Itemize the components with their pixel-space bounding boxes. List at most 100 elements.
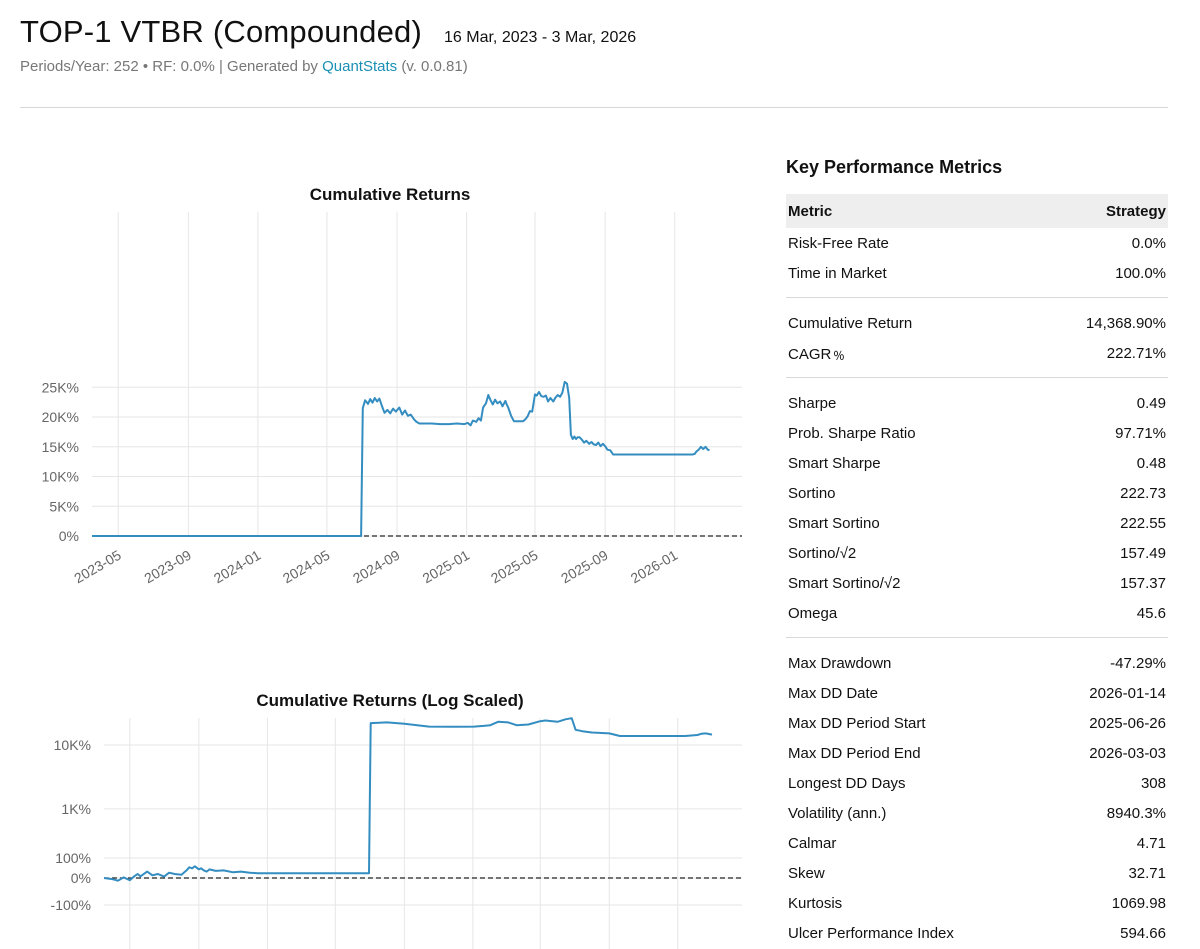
metric-label: CAGR﹪ — [788, 345, 847, 363]
metric-row: Omega 45.6 — [786, 598, 1168, 628]
metric-value: 32.71 — [1128, 864, 1166, 882]
y-tick-label: 10K% — [54, 737, 91, 753]
y-tick-label: -100% — [51, 897, 91, 913]
metric-value: 2026-03-03 — [1089, 744, 1166, 762]
divider-cell — [786, 628, 1168, 648]
y-tick-label: 0% — [59, 528, 79, 544]
subtitle-suffix: (v. 0.0.81) — [397, 58, 468, 75]
metric-label: Risk-Free Rate — [788, 234, 889, 252]
metric-label: Time in Market — [788, 264, 887, 282]
metric-label: Omega — [788, 604, 838, 622]
metric-row: Volatility (ann.) 8940.3% — [786, 798, 1168, 828]
metric-label: Max DD Period End — [788, 744, 921, 762]
x-tick-label: 2026-01 — [628, 547, 681, 587]
x-tick-label: 2025-01 — [420, 547, 473, 587]
metric-label: Sortino/√2 — [788, 544, 857, 562]
y-tick-label: 20K% — [42, 409, 79, 425]
metric-value: 157.37 — [1120, 574, 1166, 592]
divider-cell — [786, 288, 1168, 308]
metric-label: Ulcer Performance Index — [788, 924, 954, 942]
metric-label: Skew — [788, 864, 825, 882]
x-tick-label: 2025-09 — [558, 547, 611, 587]
y-tick-label: 25K% — [42, 379, 79, 395]
cumulative-returns-line — [92, 380, 710, 537]
metric-row: CAGR﹪ 222.71% — [786, 338, 1168, 368]
divider-line — [786, 637, 1168, 638]
metrics-body: Risk-Free Rate 0.0% Time in Market 100.0% Cu… — [786, 228, 1168, 948]
metric-value: 222.55 — [1120, 514, 1166, 532]
chart-title: Cumulative Returns (Log Scaled) — [256, 691, 523, 710]
metric-value: 222.73 — [1120, 484, 1166, 502]
metric-value: 0.48 — [1136, 454, 1166, 472]
y-tick-label: 1K% — [61, 801, 91, 817]
y-tick-label: 100% — [55, 850, 91, 866]
header-divider — [20, 107, 1168, 108]
metric-value: 308 — [1140, 774, 1166, 792]
y-tick-label: 15K% — [42, 439, 79, 455]
strategy-column-header: Strategy — [1041, 194, 1168, 228]
log-cumulative-returns-line — [103, 717, 713, 882]
metrics-title: Key Performance Metrics — [786, 157, 1003, 177]
divider-line — [786, 377, 1168, 378]
metric-label: Max Drawdown — [788, 654, 892, 672]
metric-label: Smart Sortino — [788, 514, 880, 532]
metric-value: 8940.3% — [1106, 804, 1166, 822]
metric-row: Time in Market 100.0% — [786, 258, 1168, 288]
metric-value: 1069.98 — [1111, 894, 1166, 912]
metrics-group-divider — [786, 628, 1168, 648]
log-cumulative-returns-svg: Cumulative Returns (Log Scaled) 10K% 1K% 10… — [51, 691, 742, 949]
metric-label: Cumulative Return — [788, 314, 913, 332]
metric-value: 14,368.90% — [1085, 314, 1166, 332]
divider-line — [786, 297, 1168, 298]
title-row: TOP-1 VTBR (Compounded) 16 Mar, 2023 - 3… — [20, 14, 1168, 50]
x-tick-label: 2024-09 — [350, 547, 403, 587]
metric-label: Sortino — [788, 484, 836, 502]
metric-label: Calmar — [788, 834, 837, 852]
key-metrics-panel: Key Performance Metrics Metric Strategy … — [786, 154, 1168, 948]
metric-row: Max DD Period End 2026-03-03 — [786, 738, 1168, 768]
metric-value: 45.6 — [1136, 604, 1166, 622]
metric-value: 0.0% — [1131, 234, 1166, 252]
cumulative-returns-chart: Cumulative Returns 2023-05 2023-09 2024-01 2… — [0, 178, 760, 648]
y-tick-label: 10K% — [42, 469, 79, 485]
metric-row: Prob. Sharpe Ratio 97.71% — [786, 418, 1168, 448]
report-title: TOP-1 VTBR (Compounded) — [20, 14, 423, 49]
metric-row: Max Drawdown -47.29% — [786, 648, 1168, 678]
date-range: 16 Mar, 2023 - 3 Mar, 2026 — [444, 29, 637, 46]
metric-row: Kurtosis 1069.98 — [786, 888, 1168, 918]
metrics-group-divider — [786, 288, 1168, 308]
metric-value: 2025-06-26 — [1089, 714, 1166, 732]
metrics-table: Metric Strategy Risk-Free Rate 0.0% Time i… — [786, 194, 1168, 948]
metric-row: Sortino/√2 157.49 — [786, 538, 1168, 568]
metric-label: Volatility (ann.) — [788, 804, 887, 822]
quantstats-link[interactable]: QuantStats — [322, 58, 398, 75]
x-tick-label: 2024-05 — [280, 547, 333, 587]
y-tick-label: 5K% — [49, 498, 79, 514]
metric-value: 2026-01-14 — [1089, 684, 1166, 702]
metrics-header-row: Metric Strategy — [786, 194, 1168, 228]
metric-label: Prob. Sharpe Ratio — [788, 424, 916, 442]
metric-value: 97.71% — [1115, 424, 1166, 442]
log-cumulative-returns-chart: Cumulative Returns (Log Scaled) 10K% 1K% 10… — [0, 684, 760, 949]
metric-label: Kurtosis — [788, 894, 843, 912]
metrics-group-divider — [786, 368, 1168, 388]
metric-row: Skew 32.71 — [786, 858, 1168, 888]
divider-cell — [786, 368, 1168, 388]
metric-label: Sharpe — [788, 394, 837, 412]
metric-row: Smart Sortino/√2 157.37 — [786, 568, 1168, 598]
metric-label: Smart Sortino/√2 — [788, 574, 901, 592]
metric-value: 100.0% — [1115, 264, 1166, 282]
x-tick-label: 2025-05 — [488, 547, 541, 587]
metric-label: Longest DD Days — [788, 774, 906, 792]
y-tick-label: 0% — [71, 870, 91, 886]
metric-value: 222.71% — [1106, 344, 1166, 362]
metric-row: Max DD Date 2026-01-14 — [786, 678, 1168, 708]
subtitle-prefix: Periods/Year: 252 • RF: 0.0% | Generated… — [20, 58, 323, 75]
metric-row: Sortino 222.73 — [786, 478, 1168, 508]
report-header: TOP-1 VTBR (Compounded) 16 Mar, 2023 - 3… — [20, 14, 1168, 75]
metric-row: Ulcer Performance Index 594.66 — [786, 918, 1168, 948]
metric-row: Longest DD Days 308 — [786, 768, 1168, 798]
metric-value: 594.66 — [1120, 924, 1166, 942]
metric-row: Smart Sharpe 0.48 — [786, 448, 1168, 478]
x-tick-label: 2023-05 — [71, 547, 124, 587]
